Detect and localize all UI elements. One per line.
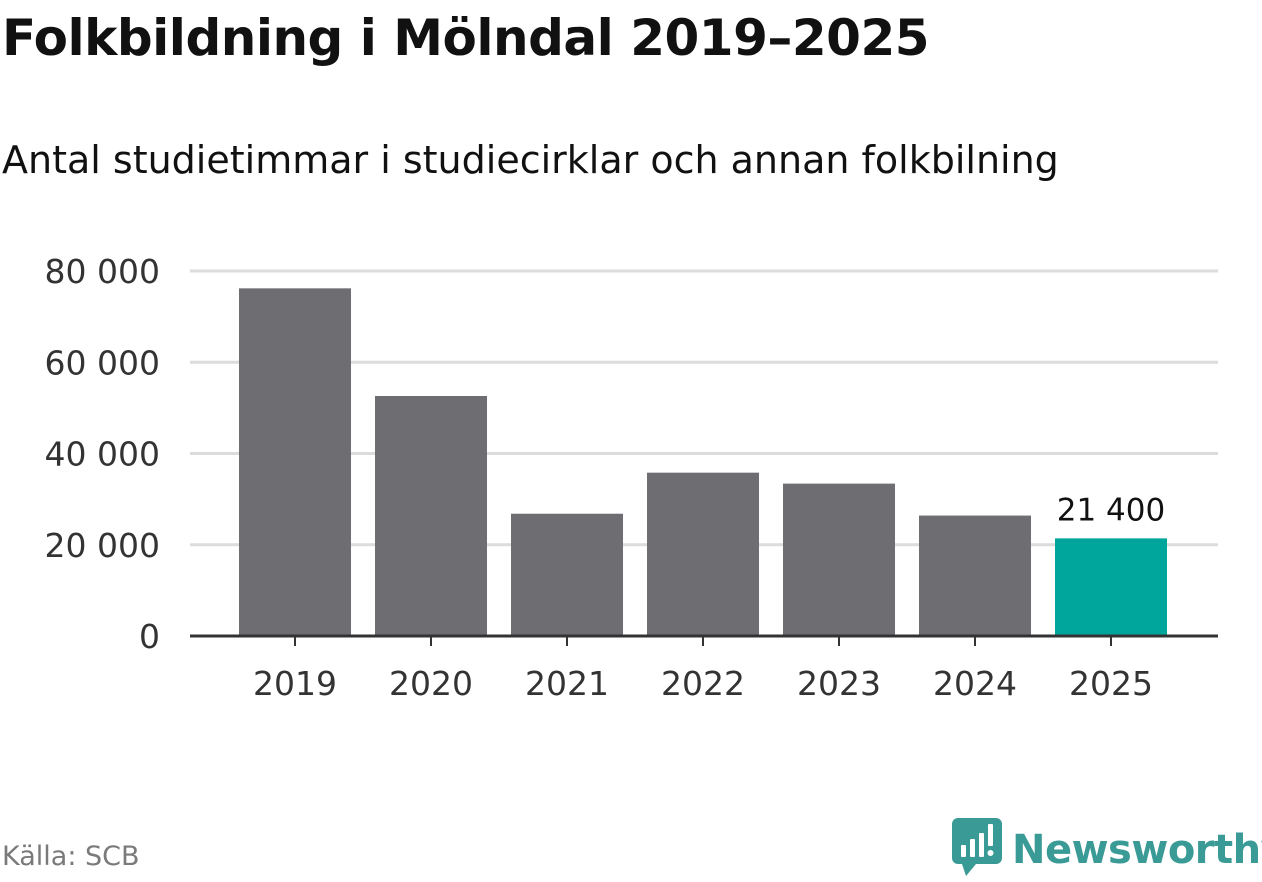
y-tick-label: 40 000	[45, 435, 160, 474]
bar-2020	[375, 396, 487, 636]
x-tick-label: 2021	[525, 664, 609, 703]
x-tick-label: 2019	[253, 664, 337, 703]
data-label: 21 400	[1057, 492, 1165, 528]
bar-2021	[511, 513, 623, 636]
chart-subtitle: Antal studietimmar i studiecirklar och a…	[2, 138, 1059, 182]
source-note: Källa: SCB	[2, 841, 140, 872]
x-tick-label: 2023	[797, 664, 881, 703]
y-tick-label: 0	[139, 617, 160, 656]
newsworthy-logo-icon	[952, 818, 1002, 882]
brand-name: Newsworthy	[1012, 827, 1262, 873]
y-tick-label: 20 000	[45, 526, 160, 565]
data-labels: 21 400	[1057, 492, 1165, 528]
bar-2019	[239, 288, 351, 636]
y-tick-label: 80 000	[45, 252, 160, 291]
bar-2022	[647, 472, 759, 636]
bars	[239, 288, 1167, 636]
y-tick-label: 60 000	[45, 343, 160, 382]
x-tick-label: 2022	[661, 664, 745, 703]
bar-2024	[919, 515, 1031, 636]
x-tick-label: 2025	[1069, 664, 1153, 703]
bar-2023	[783, 483, 895, 636]
x-tick-label: 2024	[933, 664, 1017, 703]
bar-2025	[1055, 538, 1167, 636]
chart-title: Folkbildning i Mölndal 2019–2025	[2, 9, 930, 67]
y-axis-ticks: 0 20 000 40 000 60 000 80 000	[45, 252, 160, 656]
x-axis-ticks: 2019 2020 2021 2022 2023 2024 2025	[253, 636, 1153, 703]
brand-logo[interactable]: Newsworthy	[952, 818, 1262, 882]
x-tick-label: 2020	[389, 664, 473, 703]
